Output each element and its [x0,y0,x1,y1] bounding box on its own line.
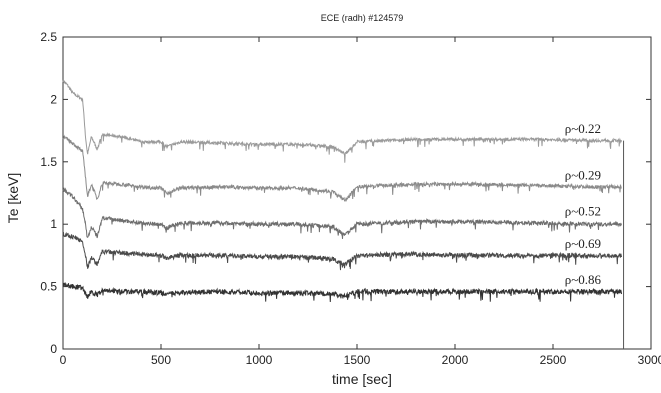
series-annotation: ρ~0.22 [565,121,601,136]
x-axis-label: time [sec] [332,371,392,387]
series-line [62,231,623,271]
plot-frame [62,36,652,350]
x-tick-label: 0 [60,353,67,367]
y-tick-label: 0 [50,342,57,356]
y-tick-label: 1.5 [40,155,57,169]
series-line [62,79,623,163]
series-annotation: ρ~0.29 [565,167,601,182]
series-annotation: ρ~0.69 [565,236,601,251]
series-line [62,281,623,303]
y-axis-label: Te [keV] [5,173,21,224]
x-tick-label: 2000 [442,353,469,367]
x-tick-label: 2500 [540,353,567,367]
y-tick-label: 2.5 [40,30,57,44]
y-tick-label: 1 [50,217,57,231]
series-annotation: ρ~0.86 [565,272,602,287]
chart-title: ECE (radh) #124579 [321,13,404,23]
series-annotation: ρ~0.52 [565,203,601,218]
y-tick-label: 2 [50,92,57,106]
x-tick-label: 500 [151,353,171,367]
series-line [62,186,623,239]
series-line [62,134,622,202]
x-tick-label: 1500 [344,353,371,367]
y-tick-label: 0.5 [40,280,57,294]
x-tick-label: 1000 [246,353,273,367]
